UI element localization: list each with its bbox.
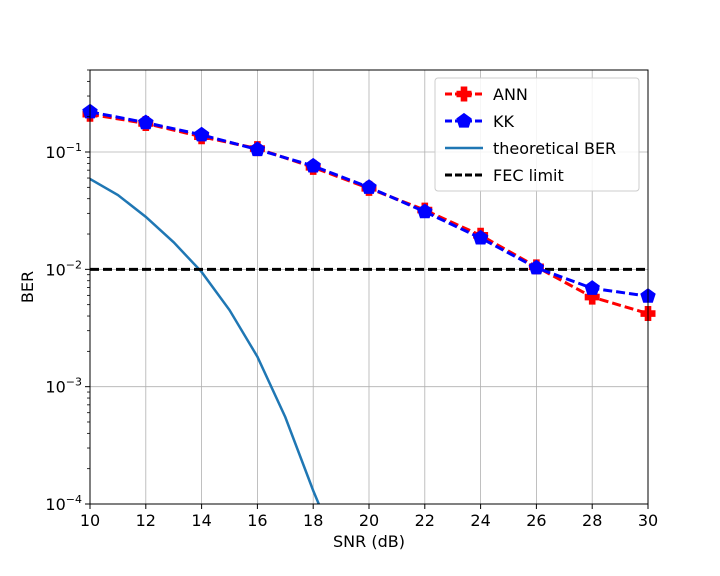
kk-marker: [456, 112, 472, 128]
legend-box: [434, 77, 640, 192]
x-tick-label: 14: [191, 511, 211, 530]
kk-marker: [138, 114, 154, 130]
x-tick-label: 12: [136, 511, 156, 530]
y-tick-base: 10: [45, 260, 65, 279]
y-tick-base: 10: [45, 495, 65, 514]
legend: ANN KK theoretical BER FEC limit: [434, 77, 640, 192]
x-tick-label: 10: [80, 511, 100, 530]
x-tick-label: 18: [303, 511, 323, 530]
legend-label: ANN: [493, 85, 528, 104]
y-tick-exponent: −3: [66, 376, 82, 389]
y-tick-label: 10−1: [45, 141, 82, 162]
kk-marker: [417, 203, 433, 219]
x-tick-label: 30: [638, 511, 658, 530]
kk-marker: [361, 179, 377, 194]
x-tick-label: 16: [247, 511, 267, 530]
kk-marker: [305, 157, 321, 173]
y-tick-label: 10−2: [45, 258, 82, 279]
x-tick-label: 22: [415, 511, 435, 530]
x-tick-label: 20: [359, 511, 379, 530]
y-tick-exponent: −1: [66, 141, 82, 154]
ann-marker: [456, 86, 472, 102]
y-axis-label: BER: [18, 271, 37, 303]
y-tick-label: 10−4: [45, 493, 82, 514]
y-tick-base: 10: [45, 143, 65, 162]
legend-label: FEC limit: [493, 166, 564, 185]
x-tick-label: 26: [526, 511, 546, 530]
y-tick-exponent: −2: [66, 258, 82, 271]
kk-marker: [193, 126, 210, 142]
series-line: [90, 177, 320, 504]
x-tick-label: 28: [582, 511, 602, 530]
x-axis-label: SNR (dB): [333, 532, 405, 551]
legend-label: theoretical BER: [493, 139, 616, 158]
y-tick-exponent: −4: [66, 493, 82, 506]
x-tick-label: 24: [470, 511, 490, 530]
legend-label: KK: [493, 112, 514, 131]
y-tick-base: 10: [45, 378, 65, 397]
kk-marker: [528, 259, 545, 275]
kk-marker: [249, 141, 266, 157]
series-theoretical-ber: [90, 177, 320, 504]
kk-marker: [472, 229, 489, 245]
kk-marker: [584, 280, 600, 295]
y-tick-label: 10−3: [45, 376, 82, 397]
